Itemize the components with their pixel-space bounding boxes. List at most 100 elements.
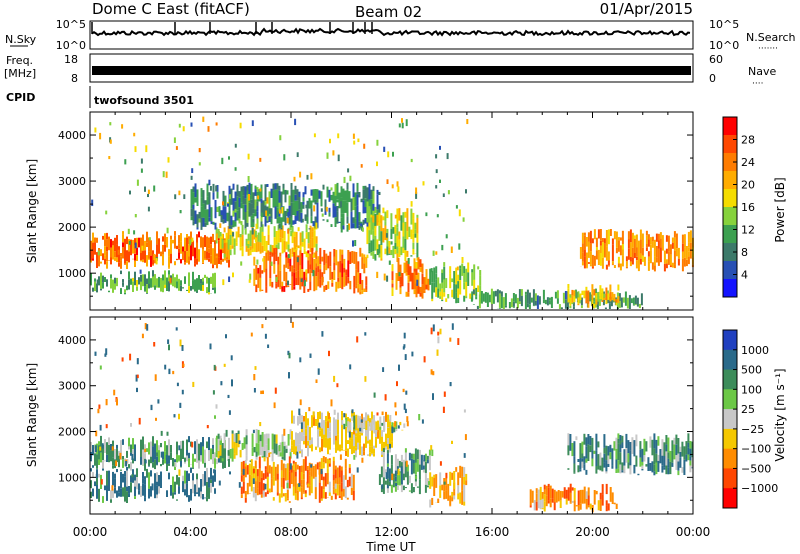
heatmap-cell [396,458,399,467]
heatmap-cell [386,453,389,464]
heatmap-cell [627,248,630,260]
heatmap-cell [124,471,126,477]
heatmap-cell [306,466,309,470]
heatmap-cell [410,229,413,240]
heatmap-cell [355,264,358,270]
heatmap-cell [265,457,268,459]
heatmap-cell [112,288,114,293]
heatmap-cell [296,257,299,263]
heatmap-cell [260,390,263,395]
heatmap-cell [282,188,285,195]
heatmap-cell [414,462,417,475]
heatmap-cell [192,280,194,290]
heatmap-cell [579,503,582,510]
heatmap-cell [287,232,290,245]
heatmap-cell [337,412,339,420]
heatmap-cell [214,452,216,459]
heatmap-cell [365,285,368,290]
heatmap-cell [200,491,202,496]
heatmap-cell [260,184,263,199]
heatmap-cell [227,450,230,456]
heatmap-cell [665,444,668,452]
heatmap-cell [218,206,221,217]
heatmap-cell [255,446,258,452]
heatmap-cell [575,505,578,507]
heatmap-cell [621,255,624,267]
heatmap-cell [410,458,413,475]
heatmap-cell [665,465,668,475]
heatmap-cell [555,491,558,503]
heatmap-cell [429,499,432,508]
heatmap-cell [271,252,274,257]
heatmap-cell [679,457,682,468]
heatmap-cell [439,283,442,292]
heatmap-cell [200,206,203,218]
heatmap-cell [122,279,124,283]
heatmap-cell [146,265,148,267]
heatmap-cell [583,433,586,445]
heatmap-cell [264,466,267,470]
heatmap-cell [283,428,286,436]
y-tick-label: 4000 [58,129,86,142]
heatmap-cell [455,467,458,472]
heatmap-cell [366,210,369,223]
heatmap-cell [223,227,226,233]
heatmap-cell [451,491,454,498]
heatmap-cell [291,410,293,424]
heatmap-cell [240,472,243,476]
heatmap-cell [114,459,116,469]
heatmap-cell [320,498,323,501]
heatmap-cell [433,282,436,293]
heatmap-cell [176,499,178,501]
heatmap-cell [381,484,384,490]
heatmap-cell [235,433,238,443]
heatmap-cell [397,257,400,271]
heatmap-cell [188,436,190,443]
heatmap-cell [453,479,456,483]
heatmap-cell [232,198,235,215]
heatmap-cell [671,237,674,243]
heatmap-cell [321,412,323,429]
heatmap-cell [591,284,594,300]
heatmap-cell [528,292,531,305]
heatmap-cell [156,440,158,453]
heatmap-cell [358,225,361,230]
heatmap-cell [296,200,299,211]
heatmap-cell [196,453,198,463]
heatmap-cell [416,486,419,488]
heatmap-cell [313,230,316,248]
heatmap-cell [356,221,359,229]
colorbar-tick-label: 4 [741,269,748,282]
heatmap-cell [380,215,383,232]
heatmap-cell [343,272,346,287]
heatmap-cell [615,437,618,449]
heatmap-cell [270,218,273,225]
heatmap-cell [182,475,184,481]
heatmap-cell [250,332,253,337]
heatmap-cell [389,415,392,422]
heatmap-cell [170,235,172,240]
heatmap-cell [369,427,372,431]
heatmap-cell [212,444,214,449]
heatmap-cell [299,413,301,424]
heatmap-cell [144,448,147,453]
heatmap-cell [178,252,180,259]
heatmap-cell [299,171,302,178]
heatmap-cell [174,194,177,200]
heatmap-cell [154,459,156,466]
heatmap-cell [405,272,408,276]
heatmap-cell [355,269,358,286]
heatmap-cell [264,333,267,339]
heatmap-cell [160,443,162,448]
heatmap-cell [252,208,255,214]
heatmap-cell [285,241,288,250]
heatmap-cell [233,433,236,442]
heatmap-cell [687,247,690,252]
heatmap-cell [272,190,275,208]
heatmap-cell [173,137,176,143]
heatmap-cell [671,462,674,467]
heatmap-cell [396,485,399,490]
heatmap-cell [279,270,282,288]
heatmap-cell [287,255,290,263]
heatmap-cell [178,413,180,420]
